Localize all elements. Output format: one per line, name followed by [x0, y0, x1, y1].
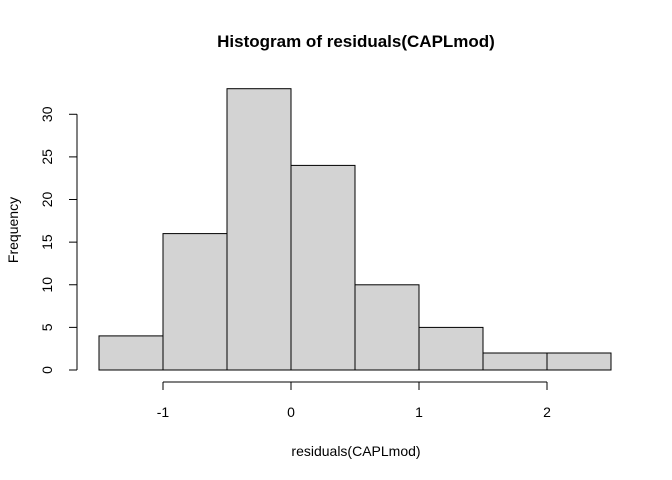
- histogram-bar-1: [162, 233, 228, 371]
- histogram-bar-7: [546, 352, 612, 371]
- histogram-bar-5: [418, 326, 484, 371]
- x-axis: -1 0 1 2: [157, 381, 551, 420]
- y-tick-label-0: 0: [39, 366, 55, 374]
- histogram-bar-0: [98, 335, 164, 371]
- y-tick-label-3: 15: [39, 234, 55, 250]
- x-tick-label-0: -1: [157, 404, 170, 420]
- y-tick-label-1: 5: [39, 323, 55, 331]
- x-tick-label-2: 1: [415, 404, 423, 420]
- y-tick-label-4: 20: [39, 192, 55, 208]
- y-axis: 0 5 10 15 20 25 30: [39, 106, 78, 374]
- histogram-bar-3: [290, 164, 356, 371]
- histogram-bar-6: [482, 352, 548, 371]
- y-tick-label-6: 30: [39, 106, 55, 122]
- histogram-bar-2: [226, 88, 292, 371]
- x-tick-label-3: 2: [543, 404, 551, 420]
- x-axis-label: residuals(CAPLmod): [291, 443, 420, 459]
- bars-group: [98, 88, 612, 371]
- y-axis-label: Frequency: [5, 197, 21, 263]
- chart-title: Histogram of residuals(CAPLmod): [217, 32, 495, 51]
- y-tick-label-5: 25: [39, 149, 55, 165]
- histogram-bar-4: [354, 284, 420, 371]
- x-tick-label-1: 0: [287, 404, 295, 420]
- y-tick-label-2: 10: [39, 277, 55, 293]
